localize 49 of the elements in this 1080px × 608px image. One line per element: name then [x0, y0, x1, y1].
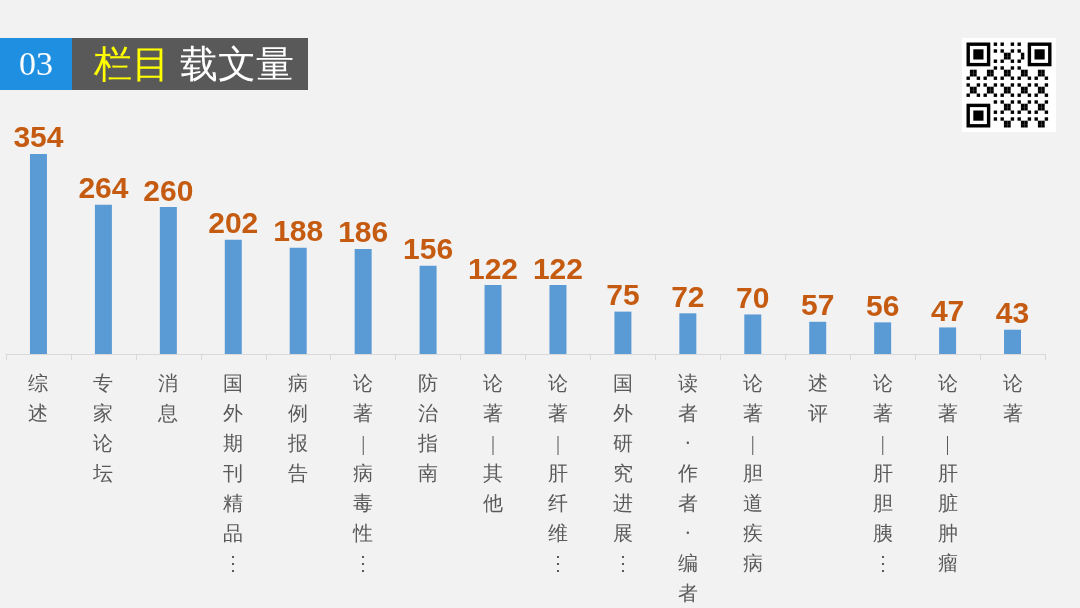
bar — [484, 285, 502, 354]
bar — [94, 204, 112, 354]
bar — [159, 207, 177, 354]
data-label: 122 — [532, 251, 583, 285]
x-tick-label: 论著 — [1002, 372, 1023, 424]
bar — [354, 248, 372, 354]
x-tick-label: 论著|其他 — [483, 372, 504, 514]
data-label: 260 — [143, 173, 194, 207]
x-tick-label: 论著|肝脏肿瘤 — [937, 372, 958, 574]
x-tick-label: 论著|肝纤维⋮ — [547, 372, 568, 574]
x-tick-label: 防治指南 — [417, 372, 439, 484]
bar — [809, 321, 827, 354]
data-label: 264 — [78, 171, 129, 205]
data-label: 202 — [208, 206, 259, 240]
data-label: 354 — [13, 120, 64, 154]
data-label: 188 — [273, 214, 324, 248]
x-tick-label: 读者·作者·编者 — [676, 372, 698, 604]
x-tick-label: 消息 — [157, 372, 179, 424]
x-tick-label: 国外研究进展⋮ — [612, 372, 633, 574]
bar — [549, 285, 567, 354]
data-label: 47 — [930, 293, 965, 327]
data-label: 186 — [338, 215, 389, 249]
data-label: 72 — [671, 279, 705, 313]
x-tick-label: 论著|病毒性⋮ — [352, 372, 374, 574]
data-label: 56 — [865, 288, 900, 322]
x-tick-label: 综述 — [28, 372, 49, 424]
data-label: 75 — [606, 278, 640, 312]
bar — [744, 314, 762, 354]
data-label: 43 — [995, 296, 1030, 330]
data-label: 122 — [468, 251, 519, 285]
chart-title: 03 栏目 载文量 — [19, 43, 294, 85]
x-tick-label: 病例报告 — [287, 372, 309, 484]
bar — [29, 153, 47, 354]
bar — [419, 265, 437, 354]
x-tick-label: 国外期刊精品⋮ — [223, 372, 244, 574]
x-tick-label: 论著|肝胆胰⋮ — [872, 372, 893, 574]
x-tick-label: 述评 — [807, 372, 828, 424]
bar — [614, 311, 632, 354]
data-label: 70 — [736, 280, 770, 314]
data-label: 156 — [403, 232, 454, 266]
data-label: 57 — [801, 288, 835, 322]
bar — [289, 247, 307, 354]
x-tick-label: 论著|胆道疾病 — [742, 372, 763, 574]
bar — [224, 239, 242, 354]
x-tick-label: 专家论坛 — [92, 372, 114, 484]
bar — [1004, 329, 1022, 354]
bar — [679, 313, 697, 354]
bar — [874, 322, 892, 354]
bar — [939, 327, 957, 354]
